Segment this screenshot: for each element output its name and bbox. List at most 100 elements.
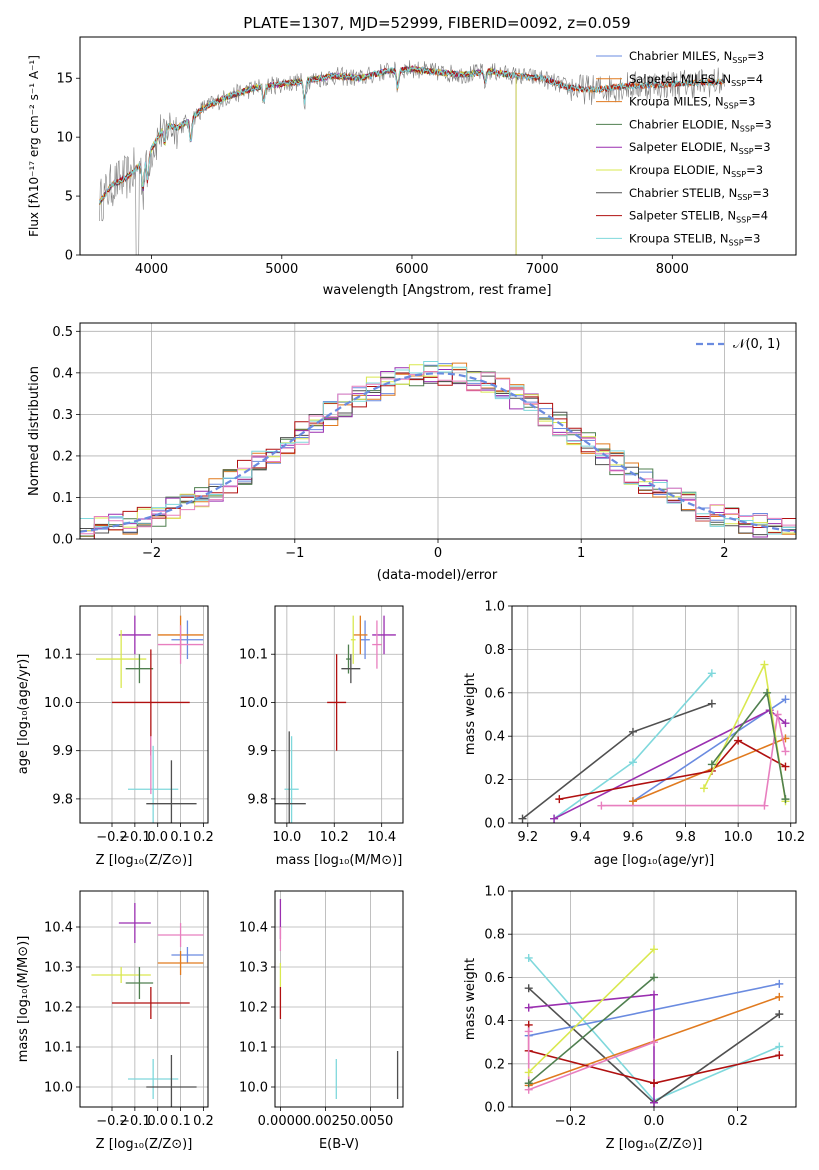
series-line <box>632 698 786 802</box>
x-axis-label: mass [log₁₀(M/M⊙)] <box>276 853 403 868</box>
axes-frame <box>511 890 797 1108</box>
y-tick-label: 9.8 <box>247 792 268 807</box>
axes-frame <box>274 890 404 1108</box>
x-tick-label: −0.2 <box>555 1114 587 1129</box>
x-tick-label: −2 <box>142 546 161 561</box>
y-axis-label: mass [log₁₀(M/M⊙)] <box>16 936 31 1063</box>
y-tick-label: 0.4 <box>484 730 505 745</box>
y-tick-label: 10.2 <box>44 1001 73 1016</box>
axes-frame <box>79 36 797 256</box>
series-point <box>781 719 790 728</box>
series-point <box>597 801 606 810</box>
legend-entry: Chabrier ELODIE, NSSP=3 <box>629 117 772 133</box>
series-point <box>628 797 637 806</box>
y-tick-label: 10.4 <box>44 921 73 936</box>
y-tick-label: 10.1 <box>44 1041 73 1056</box>
x-tick-label: 10.4 <box>367 830 396 845</box>
x-tick-label: −0.2 <box>96 830 128 845</box>
series-point <box>781 747 790 756</box>
x-tick-label: 0.1 <box>170 1114 191 1129</box>
y-axis-label: mass weight <box>463 673 478 755</box>
y-tick-label: 0.8 <box>484 643 505 658</box>
y-tick-label: 0.1 <box>52 491 73 506</box>
series-point <box>734 736 743 745</box>
series-line <box>528 976 655 1084</box>
x-axis-label: Z [log₁₀(Z/Z⊙)] <box>606 1137 703 1152</box>
model-spectrum <box>99 65 517 255</box>
y-tick-label: 0.2 <box>484 773 505 788</box>
normal-curve <box>80 372 796 533</box>
series-point <box>773 710 782 719</box>
y-tick-label: 0.6 <box>484 971 505 986</box>
y-tick-label: 0.5 <box>52 325 73 340</box>
x-tick-label: −1 <box>285 546 304 561</box>
x-tick-label: 0.2 <box>193 830 214 845</box>
x-tick-label: 0.0050 <box>348 1114 394 1129</box>
legend-entry: Kroupa ELODIE, NSSP=3 <box>629 163 763 179</box>
series-point <box>524 984 533 993</box>
error-points <box>279 899 399 1099</box>
series-point <box>628 758 637 767</box>
model-spectrum <box>99 66 517 255</box>
axes-frame <box>511 605 797 824</box>
x-axis-label: age [log₁₀(age/yr)] <box>594 853 715 868</box>
series-point <box>775 979 784 988</box>
axes-frame <box>79 890 209 1108</box>
x-tick-label: 0.2 <box>193 1114 214 1129</box>
series-point <box>550 814 559 823</box>
figure-title: PLATE=1307, MJD=52999, FIBERID=0092, z=0… <box>243 14 630 32</box>
error-points <box>275 615 396 823</box>
y-tick-label: 0.6 <box>484 686 505 701</box>
series-point <box>650 990 658 999</box>
y-tick-label: 10.0 <box>239 1081 268 1096</box>
y-tick-label: 10.0 <box>239 696 268 711</box>
series-line <box>601 714 787 807</box>
x-tick-label: 10.0 <box>272 830 301 845</box>
y-tick-label: 0.2 <box>52 449 73 464</box>
x-tick-label: 9.4 <box>570 830 591 845</box>
series-line <box>528 948 655 1073</box>
x-tick-label: 0.0 <box>147 1114 168 1129</box>
series-point <box>763 688 772 697</box>
y-axis-label: age [log₁₀(age/yr)] <box>16 654 31 775</box>
x-tick-label: 4000 <box>135 262 168 277</box>
error-points <box>96 615 204 823</box>
y-tick-label: 10.0 <box>44 1081 73 1096</box>
series-point <box>775 1051 784 1060</box>
legend-entry: 𝒩(0, 1) <box>733 337 780 352</box>
model-spectrum <box>99 64 725 202</box>
series-point <box>760 660 769 669</box>
y-tick-label: 10 <box>56 131 73 146</box>
error-points <box>91 903 204 1107</box>
y-tick-label: 0.2 <box>484 1057 505 1072</box>
series-point <box>707 669 716 678</box>
series-point <box>760 801 769 810</box>
series-point <box>650 945 658 954</box>
legend-entry: Kroupa STELIB, NSSP=3 <box>629 231 760 247</box>
y-tick-label: 10.2 <box>239 1001 268 1016</box>
x-tick-label: 10.2 <box>320 830 349 845</box>
spectrum-lines <box>99 60 725 255</box>
x-tick-label: 9.2 <box>517 830 538 845</box>
series-point <box>650 973 658 982</box>
y-tick-label: 10.1 <box>239 1041 268 1056</box>
x-tick-label: −0.2 <box>96 1114 128 1129</box>
legend-entry: Chabrier STELIB, NSSP=3 <box>629 186 769 202</box>
y-tick-label: 0.3 <box>52 408 73 423</box>
histograms <box>80 361 796 539</box>
y-tick-label: 0.4 <box>52 366 73 381</box>
y-tick-label: 10.3 <box>239 961 268 976</box>
x-tick-label: 7000 <box>526 262 559 277</box>
line-series <box>518 660 790 823</box>
series-point <box>524 1068 533 1077</box>
y-tick-label: 1.0 <box>484 600 505 615</box>
x-tick-label: 10.0 <box>724 830 753 845</box>
line-series <box>524 945 784 1107</box>
series-point <box>699 784 708 793</box>
series-point <box>781 795 790 804</box>
x-axis-label: Z [log₁₀(Z/Z⊙)] <box>96 1137 193 1152</box>
series-point <box>775 992 784 1001</box>
series-point <box>524 1003 533 1012</box>
x-tick-label: 0 <box>434 546 442 561</box>
y-axis-label: Flux [fλ10⁻¹⁷ erg cm⁻² s⁻¹ A⁻¹] <box>27 55 41 237</box>
